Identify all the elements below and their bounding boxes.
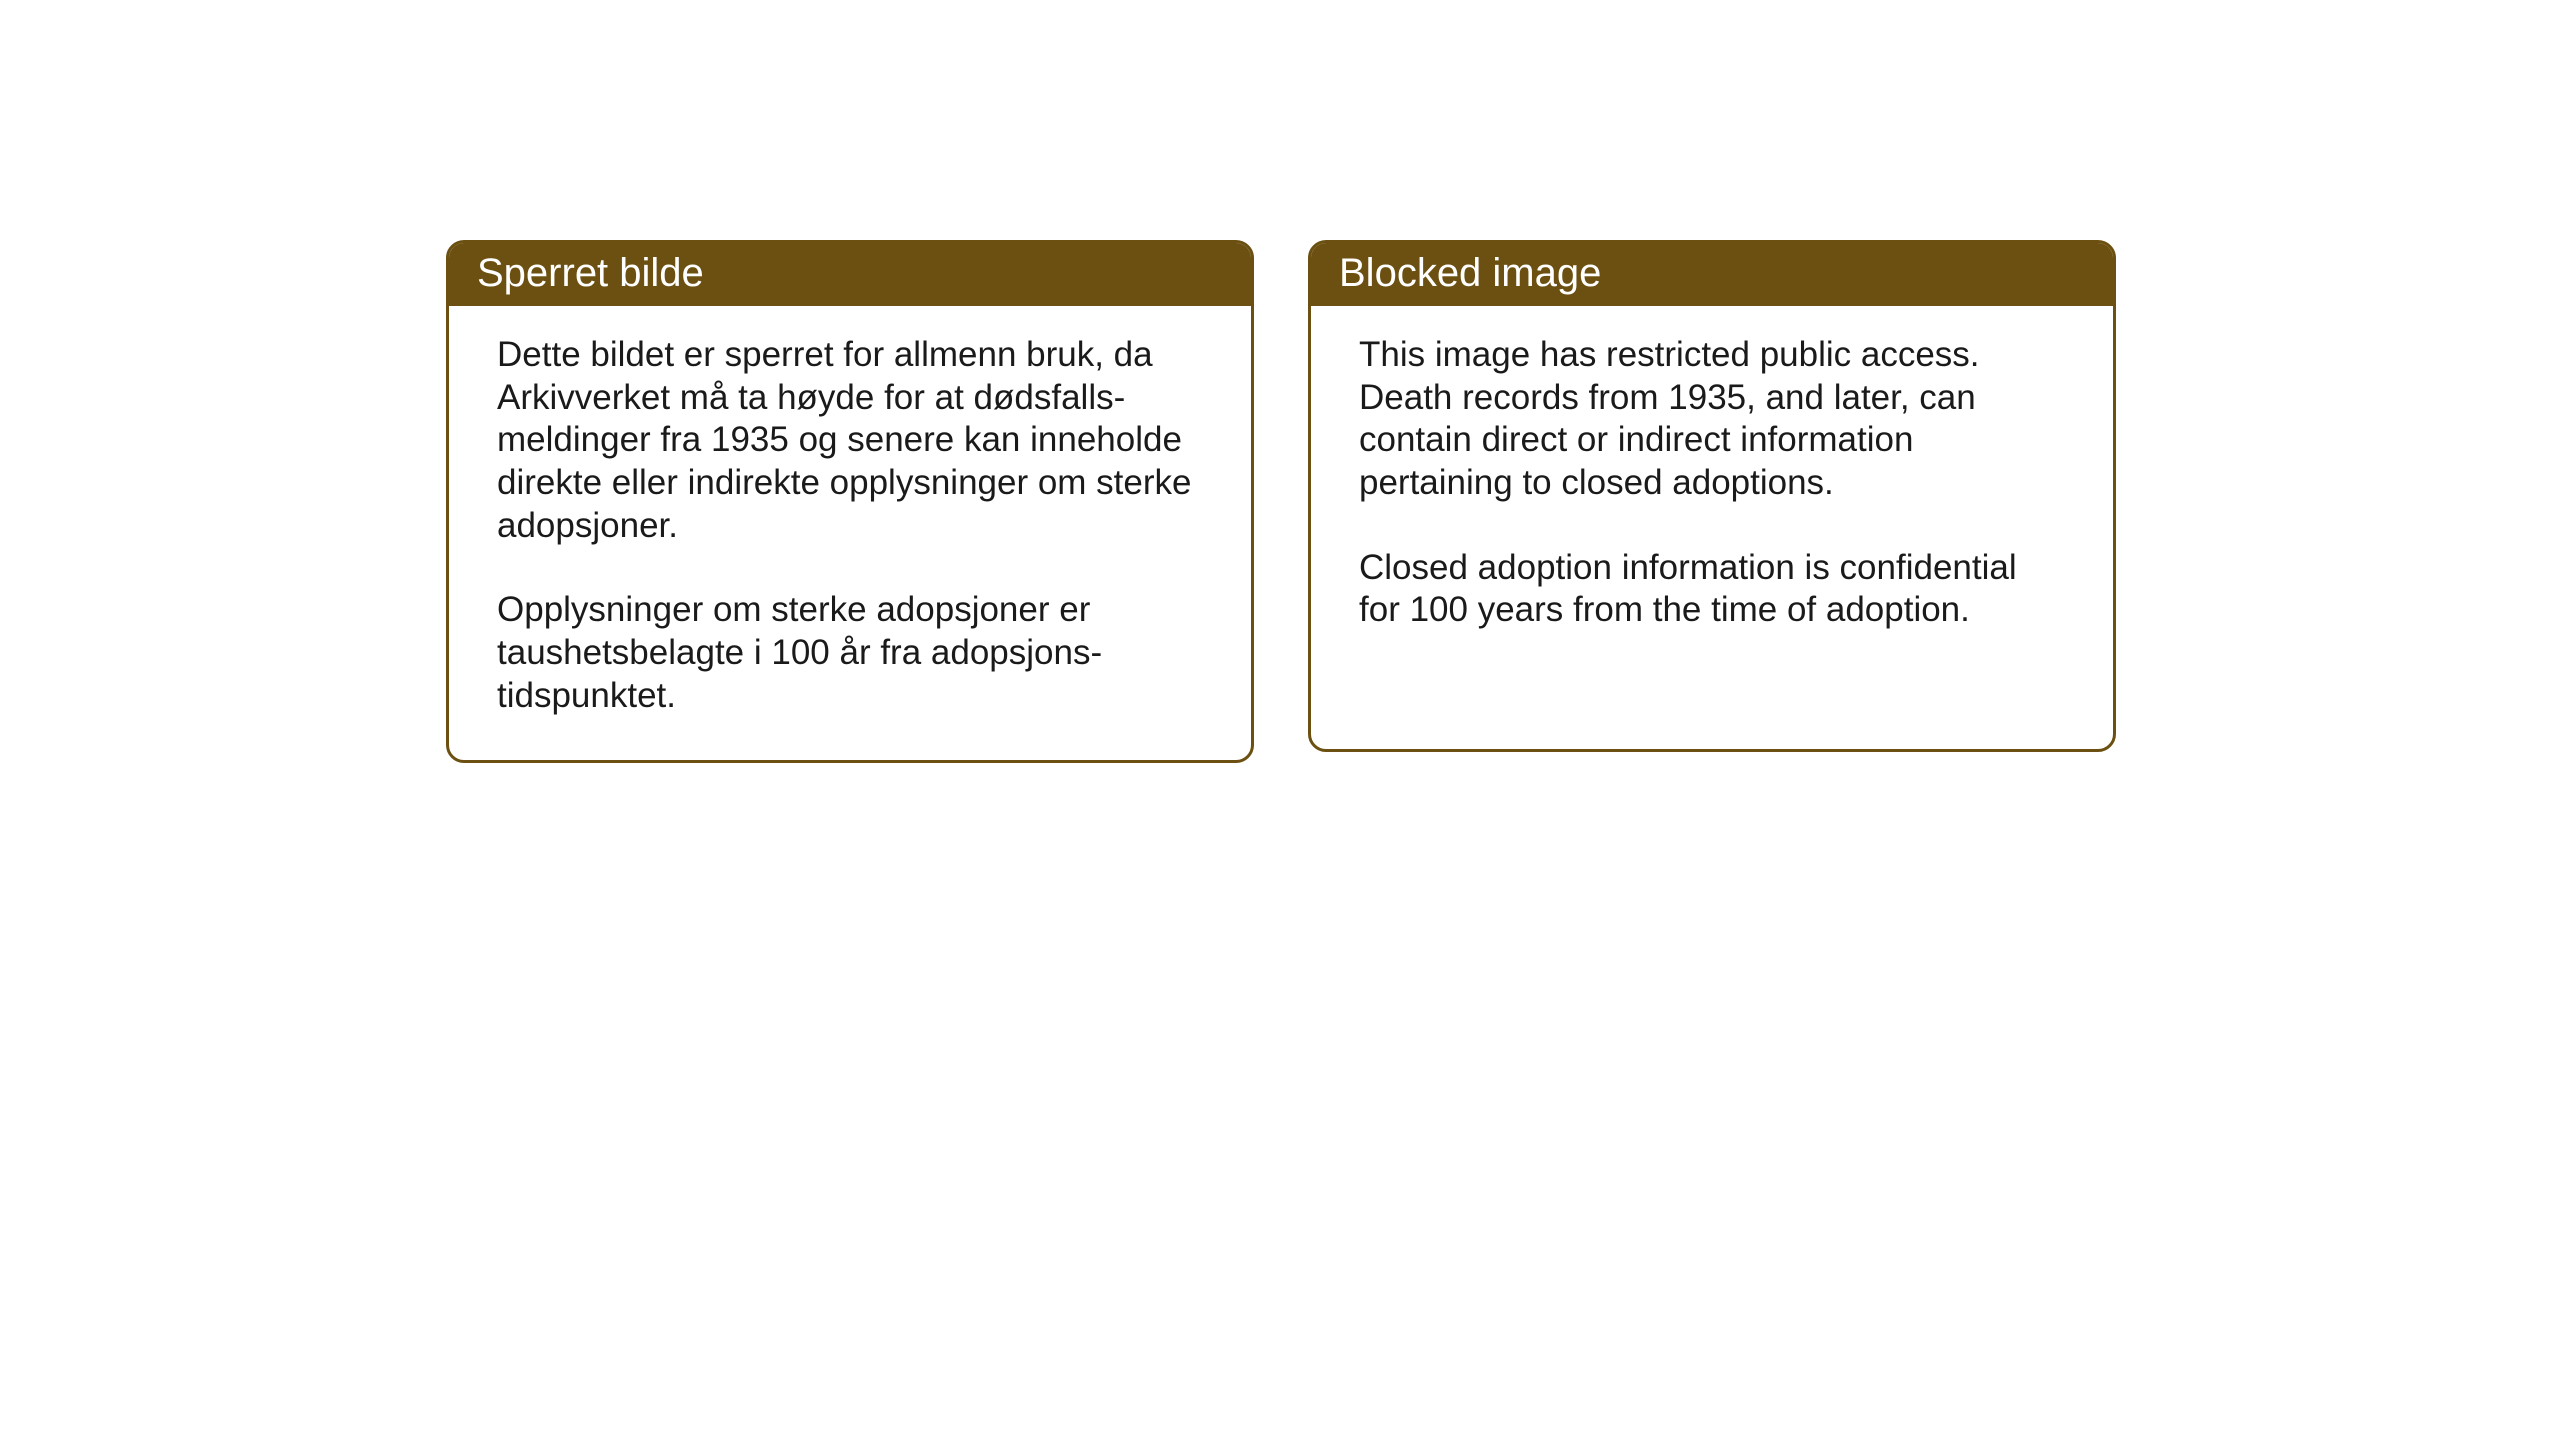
english-card-title: Blocked image xyxy=(1311,243,2113,306)
norwegian-card-body: Dette bildet er sperret for allmenn bruk… xyxy=(449,306,1251,760)
norwegian-card: Sperret bilde Dette bildet er sperret fo… xyxy=(446,240,1254,763)
norwegian-paragraph-2: Opplysninger om sterke adopsjoner er tau… xyxy=(497,589,1203,717)
cards-container: Sperret bilde Dette bildet er sperret fo… xyxy=(0,0,2560,763)
norwegian-paragraph-1: Dette bildet er sperret for allmenn bruk… xyxy=(497,334,1203,547)
english-card: Blocked image This image has restricted … xyxy=(1308,240,2116,752)
english-paragraph-2: Closed adoption information is confident… xyxy=(1359,547,2065,632)
english-paragraph-1: This image has restricted public access.… xyxy=(1359,334,2065,505)
norwegian-card-title: Sperret bilde xyxy=(449,243,1251,306)
english-card-body: This image has restricted public access.… xyxy=(1311,306,2113,674)
